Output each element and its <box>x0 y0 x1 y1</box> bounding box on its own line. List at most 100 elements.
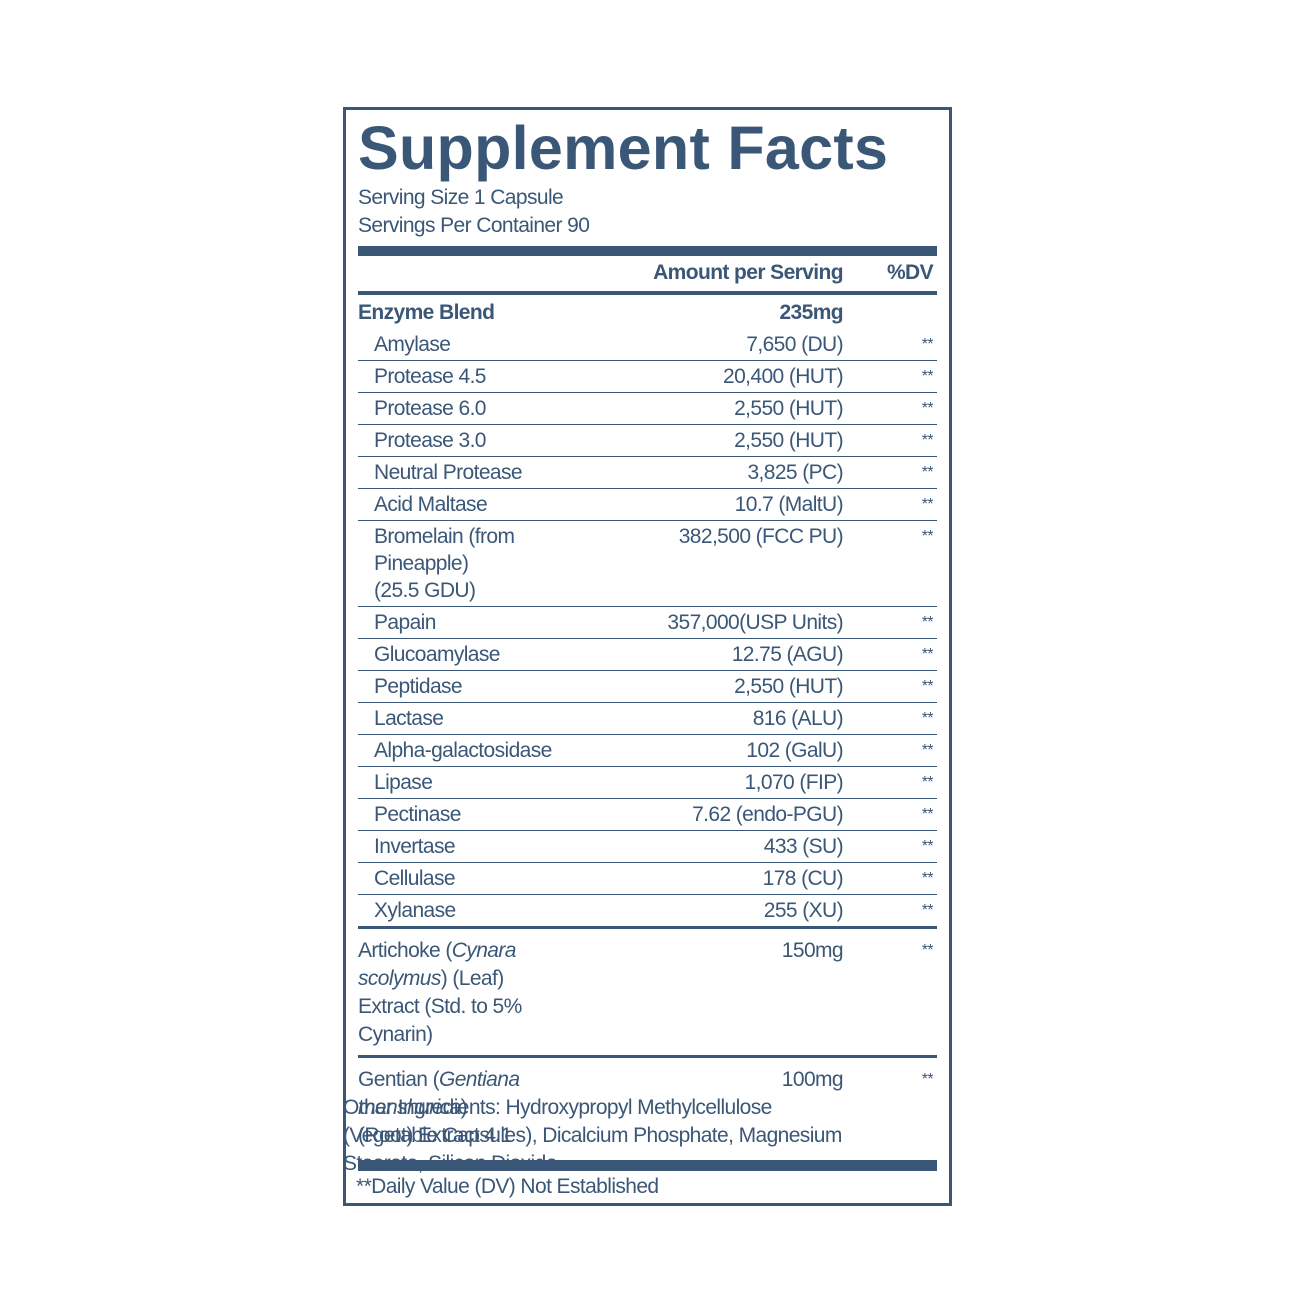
amount: 816 (ALU) <box>752 707 844 730</box>
name-line: Alpha-galactosidase <box>374 739 552 762</box>
ingredient-row: Papain 357,000(USP Units) ** <box>358 607 937 639</box>
title: Supplement Facts <box>358 114 889 182</box>
name-line: Papain <box>374 611 436 634</box>
amount: 102 (GalU) <box>746 739 843 762</box>
name-line: Lipase <box>374 771 433 794</box>
ingredient-row: Xylanase 255 (XU) ** <box>358 895 937 929</box>
daily-value: ** <box>921 838 934 855</box>
name-line: Amylase <box>374 333 451 356</box>
daily-value: ** <box>921 432 934 449</box>
ingredient-row: Protease 3.0 2,550 (HUT) ** <box>358 425 937 457</box>
facts-panel: Supplement Facts Serving Size 1 Capsule … <box>343 107 952 1206</box>
ingredient-name: Artichoke (Cynara scolymus) (Leaf) Extrac… <box>358 937 583 1049</box>
name-line: Cellulase <box>374 867 456 890</box>
ingredient-name: Lipase <box>374 769 583 796</box>
ingredient-name: Pectinase <box>374 801 583 828</box>
ingredient-name: Lactase <box>374 705 583 732</box>
ingredient-name: Peptidase <box>374 673 583 700</box>
ingredient-name: Papain <box>374 609 583 636</box>
name-line: Neutral Protease <box>374 461 523 484</box>
name-part: (Root) Extract 4:1 <box>358 1124 512 1147</box>
name-part: ) <box>460 1096 468 1119</box>
daily-value: ** <box>921 646 934 663</box>
ingredient-row: Acid Maltase 10.7 (MaltU) ** <box>358 489 937 521</box>
amount: 433 (SU) <box>763 835 844 858</box>
daily-value: ** <box>921 1071 934 1088</box>
amount: 2,550 (HUT) <box>734 429 844 452</box>
ingredient-row: Invertase 433 (SU) ** <box>358 831 937 863</box>
daily-value: ** <box>921 614 934 631</box>
amount: 255 (XU) <box>763 899 844 922</box>
ingredient-name: Cellulase <box>374 865 583 892</box>
blend-row: Enzyme Blend 235mg <box>358 295 937 329</box>
name-line: Pectinase <box>374 803 461 826</box>
amount-header: Amount per Serving <box>653 261 843 284</box>
latin-name: Cynara scolymus <box>358 939 516 990</box>
name-line: Protease 3.0 <box>374 429 486 452</box>
blend-amount: 235mg <box>779 301 843 324</box>
other-ingredients-line: Stearate, Silicon Dioxide. <box>343 1152 563 1175</box>
ingredient-row: Peptidase 2,550 (HUT) ** <box>358 671 937 703</box>
name-line: Protease 6.0 <box>374 397 486 420</box>
amount: 357,000(USP Units) <box>667 611 843 634</box>
blend-name: Enzyme Blend <box>358 301 495 324</box>
name-line: (25.5 GDU) <box>374 579 476 602</box>
name-line: Protease 4.5 <box>374 365 486 388</box>
name-line: Peptidase <box>374 675 463 698</box>
daily-value: ** <box>921 870 934 887</box>
daily-value: ** <box>921 368 934 385</box>
name-line: (Root) Extract 4:1 <box>358 1122 583 1150</box>
footnote: **Daily Value (DV) Not Established <box>356 1175 659 1198</box>
ingredient-name: Xylanase <box>374 897 583 924</box>
name-line: Glucoamylase <box>374 643 500 666</box>
daily-value: ** <box>921 678 934 695</box>
name-line: Gentian (Gentiana manshurica) <box>358 1066 583 1122</box>
name-part: Extract (Std. to 5% Cynarin) <box>358 995 522 1046</box>
daily-value: ** <box>921 464 934 481</box>
ingredient-name: Protease 3.0 <box>374 427 583 454</box>
thick-rule <box>358 246 937 256</box>
ingredient-name: Alpha-galactosidase <box>374 737 583 764</box>
daily-value: ** <box>921 400 934 417</box>
amount: 2,550 (HUT) <box>734 675 844 698</box>
serving-size: Serving Size 1 Capsule <box>358 186 564 209</box>
daily-value: ** <box>921 806 934 823</box>
name-part: ) (Leaf) <box>440 967 504 990</box>
ingredient-row: Bromelain (from Pineapple) (25.5 GDU) 382,… <box>358 521 937 607</box>
amount: 10.7 (MaltU) <box>734 493 844 516</box>
name-part: Gentian ( <box>358 1068 440 1091</box>
amount: 7,650 (DU) <box>746 333 843 356</box>
daily-value: ** <box>921 336 934 353</box>
ingredient-row: Amylase 7,650 (DU) ** <box>358 329 937 361</box>
amount: 382,500 (FCC PU) <box>678 525 844 548</box>
ingredient-row: Neutral Protease 3,825 (PC) ** <box>358 457 937 489</box>
amount: 1,070 (FIP) <box>744 771 844 794</box>
daily-value: ** <box>921 710 934 727</box>
ingredient-row: Lactase 816 (ALU) ** <box>358 703 937 735</box>
daily-value: ** <box>921 528 934 545</box>
ingredient-name: Amylase <box>374 331 583 358</box>
ingredient-name: Acid Maltase <box>374 491 583 518</box>
ingredient-row: Cellulase 178 (CU) ** <box>358 863 937 895</box>
name-line: Invertase <box>374 835 456 858</box>
name-line: Acid Maltase <box>374 493 488 516</box>
blend-rows: Amylase 7,650 (DU) ** Protease 4.5 20,400 (H… <box>358 329 937 929</box>
ingredient-row: Protease 6.0 2,550 (HUT) ** <box>358 393 937 425</box>
amount: 100mg <box>781 1068 844 1091</box>
amount: 178 (CU) <box>762 867 844 890</box>
other-ingredients: Other Ingredients: Hydroxypropyl Methylc… <box>343 1094 842 1178</box>
daily-value: ** <box>921 742 934 759</box>
ingredient-row: Lipase 1,070 (FIP) ** <box>358 767 937 799</box>
dv-header: %DV <box>886 261 934 284</box>
other-ingredients-line: (Vegetable Capsules), Dicalcium Phosphat… <box>343 1124 842 1147</box>
ingredient-name: Neutral Protease <box>374 459 583 486</box>
ingredient-row: Protease 4.5 20,400 (HUT) ** <box>358 361 937 393</box>
ingredient-name: Protease 4.5 <box>374 363 583 390</box>
daily-value: ** <box>921 942 934 959</box>
ingredient-name: Protease 6.0 <box>374 395 583 422</box>
ingredient-name: Bromelain (from Pineapple) (25.5 GDU) <box>374 523 583 604</box>
name-line: Artichoke (Cynara scolymus) (Leaf) <box>358 937 583 993</box>
amount: 150mg <box>781 939 844 962</box>
latin-name: Gentiana manshurica <box>358 1068 520 1119</box>
column-header: Amount per Serving %DV <box>358 256 937 295</box>
